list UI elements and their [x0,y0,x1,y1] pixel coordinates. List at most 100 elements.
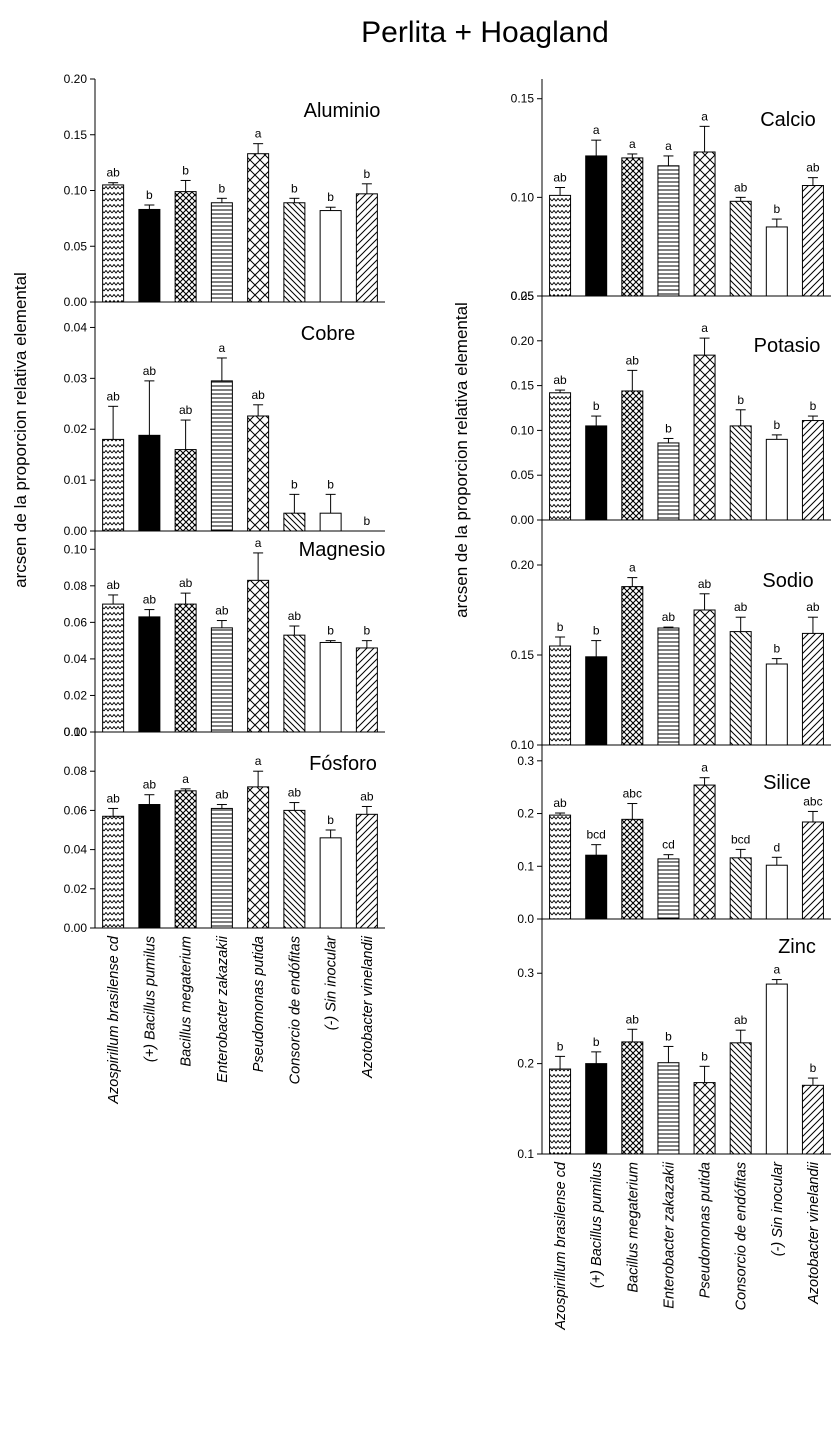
significance-letter: b [665,1029,672,1043]
significance-letter: abc [623,787,642,801]
bar [319,837,342,929]
y-tick-label: 0.00 [64,524,88,538]
y-tick-label: 0.10 [64,725,88,739]
bar [585,425,608,521]
y-tick-label: 0.08 [64,764,88,778]
significance-letter: ab [806,600,820,614]
bar [283,512,306,532]
bar [355,647,378,733]
panel-title: Silice [763,772,811,794]
significance-letter: a [665,139,672,153]
significance-letter: b [701,1049,708,1063]
bar [210,807,233,929]
significance-letter: b [364,167,371,181]
bar [657,858,680,920]
bar [138,208,161,303]
y-tick-label: 0.20 [511,558,535,572]
significance-letter: b [327,813,334,827]
significance-letter: ab [215,788,229,802]
bar [765,438,788,521]
significance-letter: b [810,399,817,413]
bar [247,579,270,733]
x-category-label: (-) Sin inocular [770,1161,786,1256]
panel-title: Cobre [301,323,355,345]
bar [138,616,161,733]
x-category-label: Consorcio de endófitas [287,936,303,1084]
significance-letter: d [773,840,780,854]
bar [102,438,125,532]
x-category-label: (+) Bacillus pumilus [589,1162,605,1288]
significance-letter: ab [734,1013,748,1027]
x-category-labels-right: Azospirillum brasilense cd (+) Bacillus p… [553,1161,822,1331]
significance-letter: a [629,137,636,151]
bar [657,442,680,521]
x-category-label: Azotobacter vinelandii [360,935,376,1079]
bar [174,191,197,303]
x-category-label: Pseudomonas putida [698,1162,714,1298]
x-category-label: Azospirillum brasilense cd [106,935,122,1105]
bar [283,809,306,929]
y-tick-label: 0.00 [511,513,535,527]
y-tick-label: 0.15 [64,128,88,142]
panel-calcio: 0.05 0.10 0.15 ab a a a a ab b ab Calcio [511,79,831,303]
x-category-label: Azotobacter vinelandii [806,1161,822,1305]
bar [801,632,824,746]
bar [549,392,572,521]
bar [801,420,824,521]
significance-letter: ab [106,578,120,592]
panel-magnesio: 0.00 0.02 0.04 0.06 0.08 0.10 ab ab ab ab a ab b b Mag… [64,531,385,739]
y-tick-label: 0.01 [64,473,88,487]
bar [102,815,125,929]
significance-letter: b [557,620,564,634]
significance-letter: b [291,181,298,195]
x-category-label: Bacillus megaterium [179,936,195,1067]
significance-letter: a [701,321,708,335]
y-tick-label: 0.00 [64,295,88,309]
y-tick-label: 0.10 [64,542,88,556]
panel-title: Sodio [762,570,813,592]
bar [729,425,752,521]
panel-fsforo: 0.00 0.02 0.04 0.06 0.08 0.10 ab ab a ab a ab b ab Fós… [64,725,385,935]
y-tick-label: 0.1 [517,859,534,873]
x-category-label: Consorcio de endófitas [734,1162,750,1310]
bar [657,627,680,746]
bar [585,1063,608,1155]
y-tick-label: 0.10 [511,738,535,752]
significance-letter: ab [215,604,229,618]
significance-letter: cd [662,838,675,852]
significance-letter: ab [626,353,640,367]
y-tick-label: 0.02 [64,688,88,702]
x-category-label: Bacillus megaterium [625,1162,641,1293]
y-tick-label: 0.20 [64,72,88,86]
bar [174,603,197,733]
y-tick-label: 0.25 [511,289,535,303]
y-tick-label: 0.04 [64,320,88,334]
bar [355,813,378,929]
significance-letter: ab [806,161,820,175]
significance-letter: ab [106,791,120,805]
significance-letter: b [327,190,334,204]
significance-letter: ab [553,171,567,185]
y-tick-label: 0.0 [517,912,534,926]
bar [549,1068,572,1155]
bar [585,656,608,746]
x-category-label: (+) Bacillus pumilus [142,936,158,1062]
significance-letter: b [593,624,600,638]
significance-letter: abc [803,794,822,808]
significance-letter: a [182,772,189,786]
bar [693,1082,716,1155]
y-tick-label: 0.00 [64,921,88,935]
y-tick-label: 0.05 [64,239,88,253]
significance-letter: ab [106,166,120,180]
bar [283,202,306,303]
y-tick-label: 0.1 [517,1147,534,1161]
significance-letter: a [773,963,780,977]
bar [621,390,644,521]
bar [319,641,342,733]
significance-letter: b [327,477,334,491]
significance-letter: b [773,418,780,432]
bar [247,415,270,532]
significance-letter: b [773,202,780,216]
